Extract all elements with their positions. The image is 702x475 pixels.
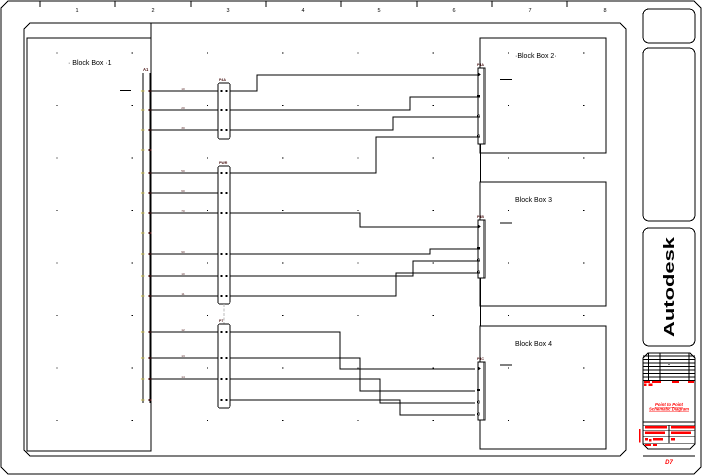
svg-text:20: 20 <box>181 106 185 110</box>
svg-text:5: 5 <box>377 8 380 14</box>
svg-text:Schematic Diagram: Schematic Diagram <box>649 406 689 411</box>
svg-text:10: 10 <box>181 272 185 276</box>
svg-text:P4A: P4A <box>477 63 484 67</box>
svg-text:14: 14 <box>181 375 185 379</box>
svg-text:8: 8 <box>603 8 606 14</box>
svg-text:10: 10 <box>181 87 185 91</box>
svg-text:70: 70 <box>181 209 185 213</box>
svg-text:·Block Box 2·: ·Block Box 2· <box>515 53 557 60</box>
svg-text:90: 90 <box>181 250 185 254</box>
svg-text:2: 2 <box>151 8 154 14</box>
svg-text:A1: A1 <box>143 67 149 72</box>
svg-text:11: 11 <box>181 292 184 296</box>
svg-text:6: 6 <box>452 8 455 14</box>
svg-text:P4B: P4B <box>477 215 484 219</box>
svg-text:Autodesk: Autodesk <box>661 236 678 337</box>
svg-text:Block Box 3: Block Box 3 <box>515 197 552 204</box>
svg-text:P4A: P4A <box>219 78 226 82</box>
svg-text:Block Box 4: Block Box 4 <box>515 341 552 348</box>
svg-text:P4C: P4C <box>477 357 484 361</box>
svg-text:50: 50 <box>181 169 185 173</box>
svg-text:· Block Box ·1: · Block Box ·1 <box>68 60 112 67</box>
svg-text:D7: D7 <box>665 460 673 466</box>
svg-text:3: 3 <box>226 8 229 14</box>
svg-text:7: 7 <box>528 8 531 14</box>
svg-text:30: 30 <box>181 126 185 130</box>
svg-text:PWR: PWR <box>219 161 228 165</box>
svg-text:P7: P7 <box>219 319 223 323</box>
svg-text:1: 1 <box>75 8 78 14</box>
svg-text:13: 13 <box>181 354 185 358</box>
svg-text:60: 60 <box>181 189 185 193</box>
svg-text:4: 4 <box>301 8 304 14</box>
svg-text:12: 12 <box>181 328 185 332</box>
